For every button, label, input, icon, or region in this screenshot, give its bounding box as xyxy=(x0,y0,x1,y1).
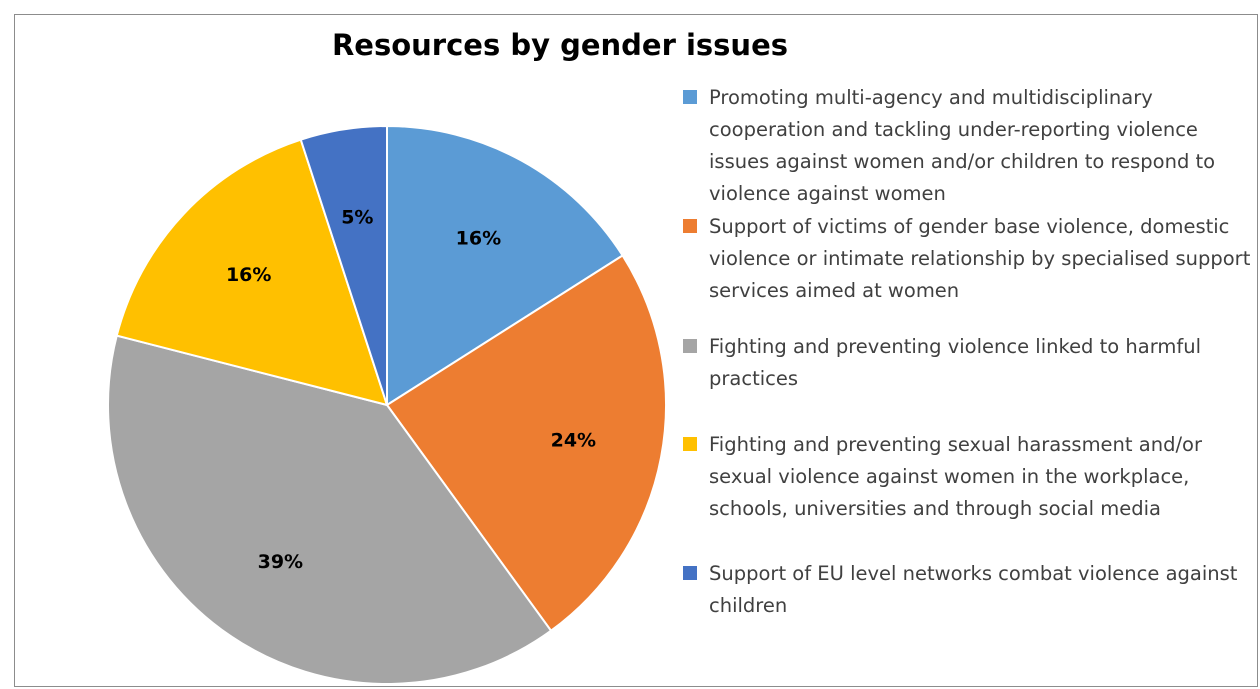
legend-label: Fighting and preventing violence linked … xyxy=(709,335,1202,390)
slice-label: 16% xyxy=(456,228,501,250)
slice-label: 5% xyxy=(341,207,373,229)
pie-slice xyxy=(299,124,388,406)
legend-label: Fighting and preventing sexual harassmen… xyxy=(709,433,1202,520)
legend-swatch xyxy=(683,219,697,233)
legend-label: Support of victims of gender base violen… xyxy=(709,215,1251,302)
chart-title: Resources by gender issues xyxy=(331,28,789,62)
slice-label: 24% xyxy=(551,430,596,452)
legend-label: Promoting multi-agency and multidiscipli… xyxy=(709,86,1216,205)
pie-slice xyxy=(386,124,624,407)
legend-swatch xyxy=(683,566,697,580)
pie-slice xyxy=(385,254,667,633)
slice-label: 16% xyxy=(226,264,271,286)
pie-slice xyxy=(107,334,553,685)
legend-swatch xyxy=(683,437,697,451)
slice-label: 39% xyxy=(258,551,303,573)
legend-swatch xyxy=(683,90,697,104)
pie-chart: 16% 24% 39% 16% 5% xyxy=(107,124,667,685)
pie-slice xyxy=(115,138,389,407)
legend-swatch xyxy=(683,339,697,353)
legend-label: Support of EU level networks combat viol… xyxy=(709,562,1238,617)
